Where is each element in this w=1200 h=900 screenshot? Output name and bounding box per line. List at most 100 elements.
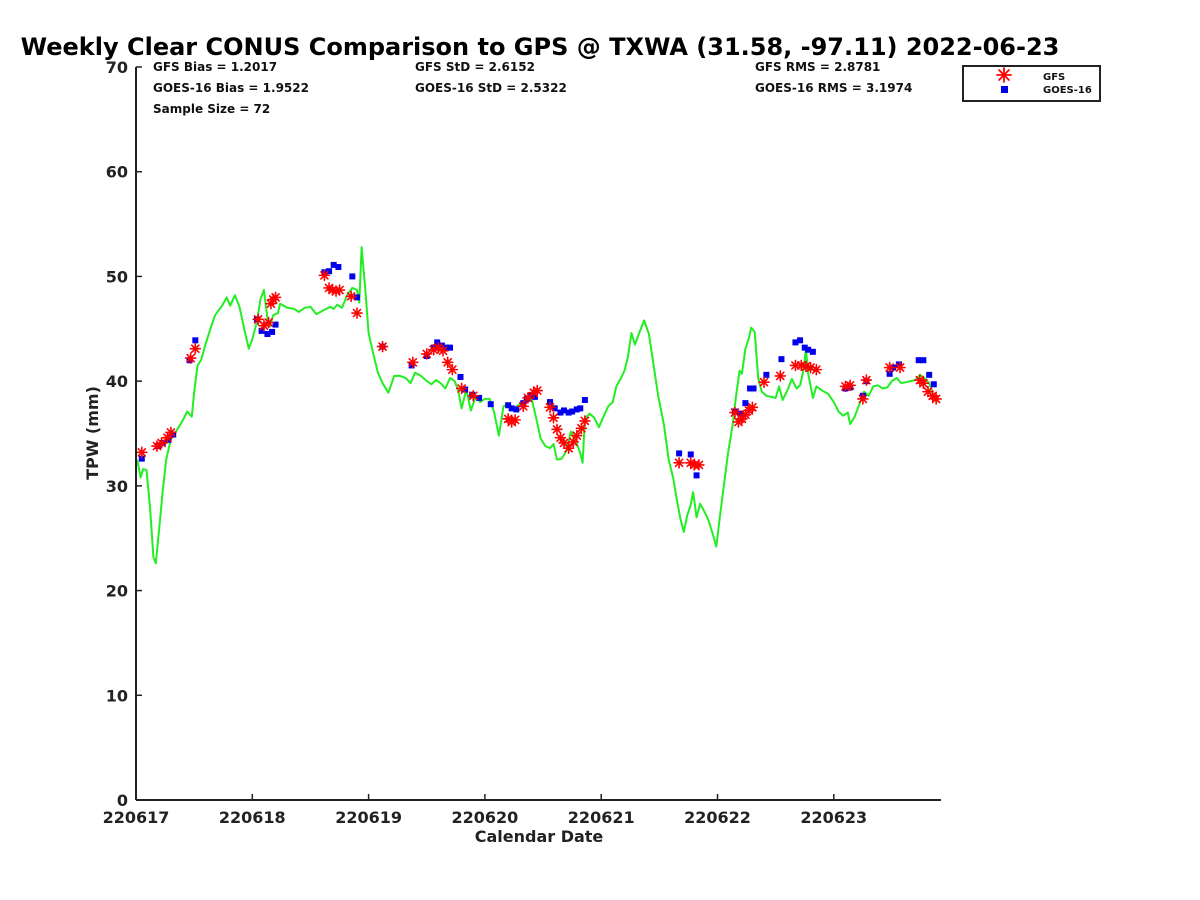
data-point-gfs [509,414,521,426]
data-point-goes16 [462,386,469,393]
data-point-goes16 [531,393,538,400]
data-point-gfs [758,376,770,388]
data-point-goes16 [742,400,749,407]
data-point-gfs [517,400,530,413]
data-point-goes16 [349,273,356,280]
data-point-gfs [860,374,873,386]
data-point-goes16 [438,342,445,349]
data-point-goes16 [513,406,520,413]
x-tick-label: 220623 [800,808,867,827]
data-point-goes16 [676,450,683,457]
data-point-gfs [455,382,468,395]
data-point-goes16 [792,339,799,346]
data-point-gfs [333,284,346,296]
y-tick-label: 40 [106,372,128,391]
data-point-gfs [184,352,197,364]
legend-label-gfs: GFS [1043,72,1065,83]
data-point-gfs [570,429,583,442]
data-point-goes16 [487,401,494,408]
data-point-goes16 [457,373,464,380]
data-point-gfs [269,291,282,304]
data-point-gfs [262,316,275,329]
data-point-gfs [544,401,556,414]
data-point-goes16 [447,344,454,351]
data-point-goes16 [269,328,276,335]
x-tick-label: 220619 [335,808,402,827]
data-point-gfs [693,459,705,471]
data-point-goes16 [551,405,558,412]
data-point-gfs [467,390,480,402]
data-point-goes16 [915,357,922,364]
series-layer [136,246,942,565]
y-axis-ticks: 0 10 20 30 40 50 60 70 [106,58,142,810]
y-tick-label: 20 [106,582,128,601]
series-line-gps [136,246,940,565]
data-point-gfs [894,361,906,374]
data-point-goes16 [577,405,584,412]
data-point-goes16 [565,409,572,416]
data-point-goes16 [557,409,564,416]
y-tick-label: 0 [117,791,128,810]
data-point-gfs [673,457,685,469]
data-point-goes16 [408,362,415,369]
x-axis-ticks: 220617 220618 220619 220620 220621 220622 2206… [103,794,867,827]
data-point-goes16 [778,356,785,363]
x-tick-label: 220620 [452,808,519,827]
data-point-gfs [729,406,741,419]
data-point-gfs [376,340,389,353]
data-point-gfs [351,307,363,319]
data-point-gfs [345,290,357,303]
data-point-goes16 [330,261,337,268]
data-point-goes16 [264,331,271,338]
data-point-goes16 [693,472,700,479]
data-point-goes16 [573,406,580,413]
data-point-gfs [844,379,856,392]
data-point-gfs [547,411,560,424]
legend-box [962,65,1101,102]
data-point-gfs [579,415,591,427]
data-point-goes16 [505,402,512,409]
data-point-goes16 [560,407,567,414]
legend-gfs-asterisk-icon [996,67,1012,83]
data-point-goes16 [687,451,694,458]
x-tick-label: 220618 [219,808,286,827]
data-point-goes16 [750,385,757,392]
data-point-goes16 [809,348,816,355]
legend-goes-square-icon [1001,86,1008,93]
plot-area: 0 10 20 30 40 50 60 70 220617 220618 220619 220620… [103,58,942,827]
data-point-gfs [446,363,459,376]
data-point-goes16 [920,357,927,364]
data-point-goes16 [926,371,933,378]
stat-goes-std: GOES-16 StD = 2.5322 [415,81,567,95]
data-point-gfs [189,342,202,355]
data-point-goes16 [895,361,902,368]
y-tick-label: 50 [106,267,128,286]
data-point-gfs [746,401,759,414]
y-tick-label: 60 [106,163,128,182]
data-point-goes16 [476,394,483,401]
stat-sample-size: Sample Size = 72 [153,102,270,116]
legend-label-goes: GOES-16 [1043,85,1092,96]
data-point-goes16 [138,455,145,462]
data-point-gfs [531,384,544,397]
data-point-gfs [857,393,869,405]
data-point-goes16 [930,381,937,388]
stat-goes-rms: GOES-16 RMS = 3.1974 [755,81,912,95]
data-point-goes16 [805,346,812,353]
stats-block: GFS Bias = 1.2017 GOES-16 Bias = 1.9522 … [153,60,912,116]
data-point-goes16 [192,337,199,344]
data-point-goes16 [434,339,441,346]
data-point-goes16 [353,294,360,301]
data-point-gfs [774,370,787,382]
data-point-goes16 [737,410,744,417]
data-point-gfs [165,426,177,439]
data-point-gfs [562,442,575,454]
data-point-gfs [883,361,896,374]
data-point-goes16 [326,268,333,275]
data-point-goes16 [797,337,804,344]
data-point-goes16 [335,264,342,271]
data-point-gfs [551,423,563,436]
x-tick-label: 220621 [568,808,635,827]
data-point-gfs [441,356,454,369]
